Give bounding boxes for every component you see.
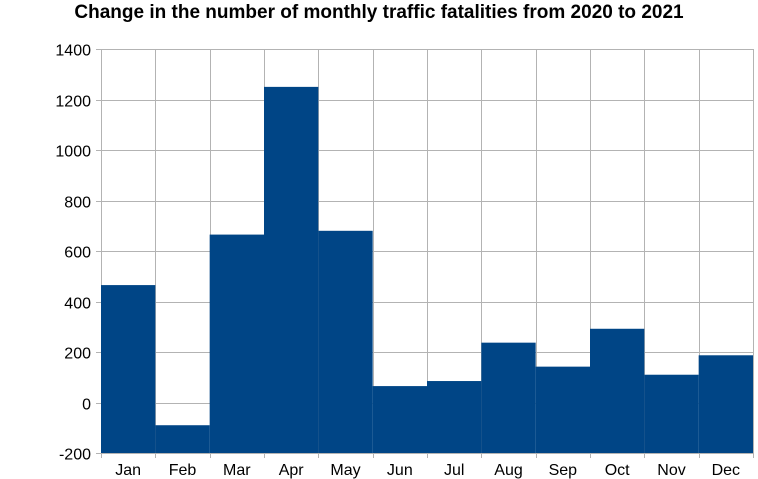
bars xyxy=(101,86,753,453)
y-tick-label: 1000 xyxy=(55,144,91,161)
x-tick-label: Dec xyxy=(712,462,740,479)
y-tick-label: 0 xyxy=(82,397,91,414)
x-tick-label: Apr xyxy=(279,462,305,479)
bar-jul xyxy=(427,381,482,453)
x-tick-label: Jun xyxy=(387,462,413,479)
y-tick-label: 200 xyxy=(64,346,91,363)
x-tick-label: May xyxy=(330,462,360,479)
bar-jun xyxy=(372,386,427,453)
x-tick-label: Oct xyxy=(605,462,630,479)
bar-may xyxy=(318,230,373,453)
bar-dec xyxy=(698,355,753,453)
y-tick-label: 600 xyxy=(64,245,91,262)
x-tick-label: Nov xyxy=(657,462,685,479)
y-tick-labels: -200 0 200 400 600 800 1000 1200 1400 xyxy=(55,43,91,464)
axes xyxy=(96,49,754,458)
x-tick-label: Sep xyxy=(549,462,578,479)
bar-apr xyxy=(264,86,319,453)
x-tick-labels: Jan Feb Mar Apr May Jun Jul Aug Sep Oct Nov Dec xyxy=(115,462,740,479)
x-tick-label: Feb xyxy=(169,462,197,479)
bar-jan xyxy=(101,285,156,453)
x-tick-label: Aug xyxy=(494,462,522,479)
bar-sep xyxy=(535,366,590,453)
bar-aug xyxy=(481,342,536,453)
x-tick-label: Jan xyxy=(115,462,141,479)
bar-nov xyxy=(644,374,699,453)
bar-oct xyxy=(590,328,645,453)
y-tick-label: -200 xyxy=(59,447,91,464)
y-tick-label: 1200 xyxy=(55,94,91,111)
y-tick-label: 800 xyxy=(64,195,91,212)
x-tick-label: Mar xyxy=(223,462,251,479)
bar-mar xyxy=(209,234,264,453)
x-tick-label: Jul xyxy=(444,462,464,479)
y-tick-label: 1400 xyxy=(55,43,91,60)
chart-title: Change in the number of monthly traffic … xyxy=(74,2,684,23)
bar-feb xyxy=(155,425,210,453)
y-tick-label: 400 xyxy=(64,296,91,313)
